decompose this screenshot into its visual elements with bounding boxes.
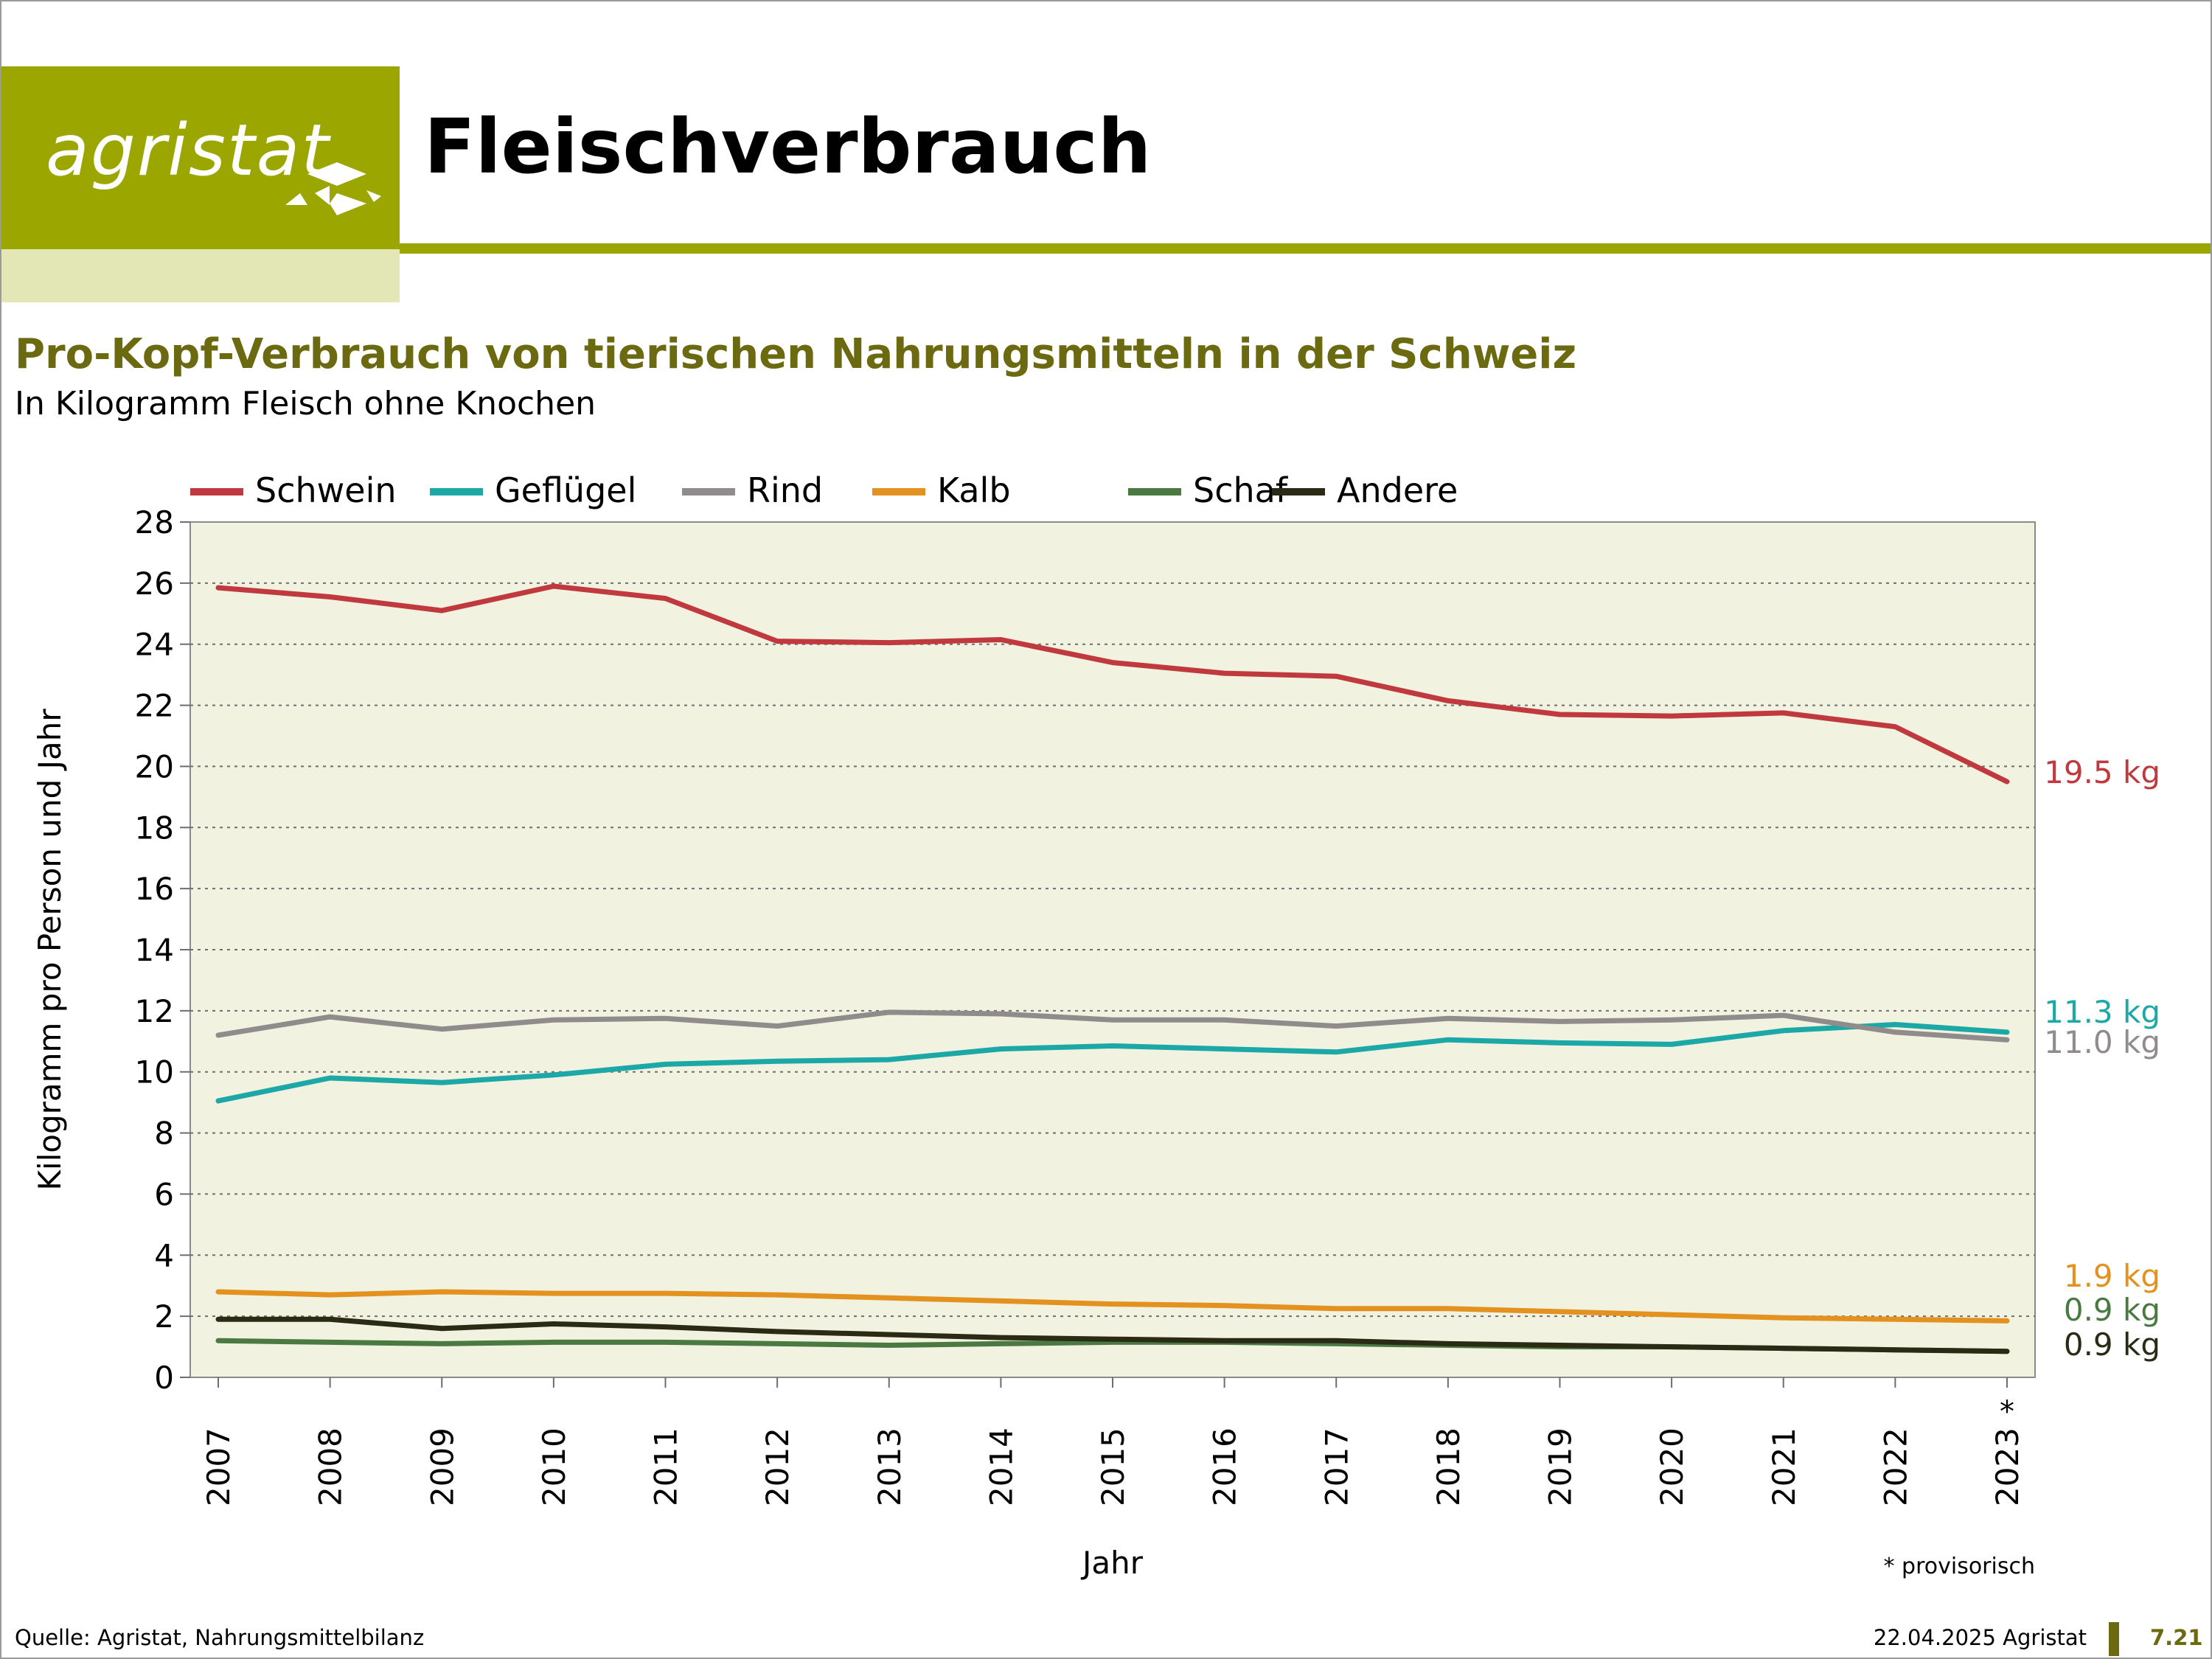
chart-subtitle: In Kilogramm Fleisch ohne Knochen	[15, 385, 597, 422]
legend-item: Rind	[747, 470, 823, 510]
x-tick-label: 2013	[872, 1427, 908, 1506]
x-tick-label: 2018	[1430, 1427, 1467, 1506]
legend-item: Schwein	[255, 470, 397, 510]
y-tick-label: 18	[135, 810, 174, 846]
gridlines	[190, 582, 2035, 1318]
footer-divider	[2109, 1622, 2119, 1656]
x-tick-label: 2017	[1318, 1427, 1354, 1506]
x-tick-label: 2016	[1207, 1427, 1243, 1506]
y-tick-label: 20	[135, 748, 174, 785]
x-tick-label: 2015	[1095, 1427, 1131, 1506]
x-axis-label: Jahr	[1080, 1545, 1144, 1581]
series-lines	[215, 583, 2010, 1354]
y-tick-label: 24	[135, 627, 174, 663]
x-tick-label: 2011	[648, 1427, 684, 1506]
y-tick-label: 2	[154, 1298, 174, 1335]
y-tick-label: 28	[135, 504, 174, 540]
x-tick-label: 2008	[313, 1427, 349, 1506]
y-tick-label: 12	[135, 993, 174, 1029]
end-label: 0.9 kg	[2064, 1292, 2160, 1328]
logo-underlay	[1, 249, 400, 302]
series-line-kalb	[215, 1289, 2010, 1324]
header-rule	[400, 243, 2211, 254]
end-label: 19.5 kg	[2044, 754, 2160, 790]
legend-item: Kalb	[937, 470, 1011, 510]
x-tick-label: 2022	[1877, 1427, 1913, 1506]
x-tick-label: 2021	[1766, 1427, 1802, 1506]
footnote: * provisorisch	[1884, 1554, 2036, 1579]
x-tick-label: 2007	[201, 1427, 237, 1506]
footer-date: 22.04.2025 Agristat	[1873, 1625, 2087, 1650]
series-line-geflügel	[215, 1022, 2010, 1104]
y-tick-label: 10	[135, 1054, 174, 1091]
agristat-logo: agristat	[1, 66, 400, 249]
y-axis-label: Kilogramm pro Person und Jahr	[32, 709, 68, 1191]
x-tick-label: 2019	[1543, 1427, 1579, 1506]
y-tick-label: 8	[154, 1116, 174, 1152]
end-label: 11.3 kg	[2044, 994, 2160, 1030]
y-tick-label: 6	[154, 1176, 174, 1212]
footer-source: Quelle: Agristat, Nahrungsmittelbilanz	[15, 1625, 425, 1650]
end-label: 0.9 kg	[2064, 1326, 2160, 1363]
series-line-rind	[215, 1009, 2010, 1043]
legend-item: Andere	[1337, 470, 1458, 510]
y-tick-label: 0	[154, 1360, 174, 1396]
y-tick-label: 26	[135, 566, 174, 602]
page-title: Fleischverbrauch	[424, 103, 1152, 191]
x-tick-label: 2014	[983, 1427, 1019, 1506]
series-line-andere	[215, 1316, 2010, 1354]
provisional-marker: *	[2000, 1395, 2014, 1429]
y-tick-label: 22	[135, 688, 174, 724]
logo-mark-icon	[285, 162, 381, 215]
x-tick-label: 2023	[1989, 1427, 2025, 1506]
chart-title: Pro-Kopf-Verbrauch von tierischen Nahrun…	[15, 330, 1577, 378]
x-tick-label: 2020	[1654, 1427, 1690, 1506]
end-label: 1.9 kg	[2064, 1258, 2160, 1294]
end-label: 11.0 kg	[2044, 1024, 2160, 1060]
x-tick-label: 2010	[536, 1427, 572, 1506]
y-tick-label: 14	[135, 932, 174, 968]
x-tick-label: 2009	[424, 1427, 460, 1506]
series-line-schwein	[215, 583, 2010, 785]
chart-legend: Schwein Geflügel Rind Kalb Schaf Andere	[190, 470, 1458, 510]
page-number: 7.21	[2150, 1625, 2203, 1650]
x-tick-label: 2012	[759, 1427, 796, 1506]
legend-item: Geflügel	[495, 470, 636, 510]
y-tick-label: 4	[154, 1237, 174, 1273]
y-tick-label: 16	[135, 871, 174, 907]
logo-text: agristat	[46, 109, 331, 192]
